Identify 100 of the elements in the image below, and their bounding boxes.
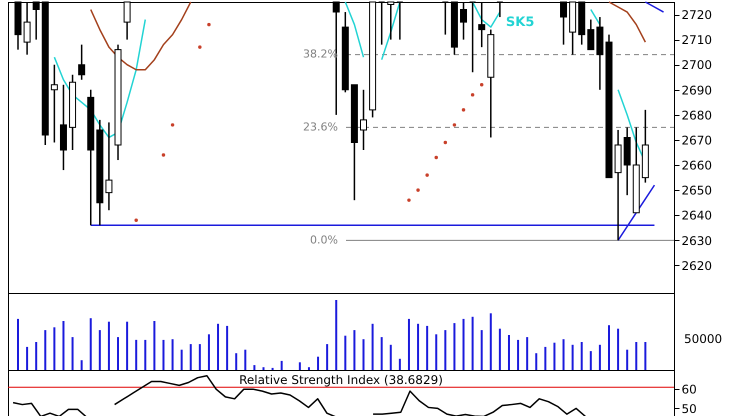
bar [553,342,556,370]
y-tick-label: 2680 [682,108,712,122]
bar [317,356,320,370]
bar [26,346,28,370]
bar [644,342,646,370]
y-tick-label: 2690 [682,83,712,98]
bar [453,323,456,370]
series-label: SK5 [506,15,534,30]
bar [98,330,101,370]
bar [490,313,492,370]
point [416,188,420,192]
point [452,123,456,127]
bar [362,339,365,370]
bar [172,339,174,370]
bar [44,330,46,370]
bar [280,360,283,370]
bar [372,324,374,370]
bar [472,316,474,370]
bar [435,334,438,370]
bar [72,337,74,370]
point [480,83,484,87]
y-tick-label: 2620 [682,258,712,273]
point [407,198,411,202]
bar [562,339,565,370]
bar [498,328,501,370]
bar [598,344,601,370]
bar [135,340,138,370]
bar [398,358,401,370]
point [162,153,166,157]
point [170,123,174,127]
bar [572,344,574,370]
y-tick-label: 2700 [682,58,712,72]
bar [480,330,483,370]
point [444,140,448,144]
candlestick [78,44,86,81]
y-tick-label: 2660 [682,158,712,173]
y-tick-label: 60 [682,382,697,397]
bar [353,330,356,370]
bar [262,367,264,370]
point [207,22,211,26]
bar [380,337,383,370]
text: 50000 [684,332,722,346]
point [462,108,466,112]
y-tick-label: 2650 [682,184,712,198]
point [470,93,474,97]
bar [426,326,428,370]
bar [344,336,346,370]
bar [535,353,538,370]
y-tick-label: 2630 [682,234,712,248]
bar [617,328,620,370]
candlestick [587,18,594,50]
bar [417,324,420,370]
bar [153,321,156,370]
bar [580,342,583,370]
bar [244,350,246,370]
bar [144,340,146,370]
bar [226,326,228,370]
annotation: 23.6% [303,120,338,134]
bar [526,337,528,370]
bar [235,353,238,370]
bar [635,342,638,370]
bar [253,365,256,370]
bar [326,344,328,370]
annotation: 0.0% [310,233,338,246]
bar [17,318,19,370]
candlestick [105,122,112,211]
bar [390,344,392,370]
bar [444,330,446,370]
bar [508,335,510,370]
bar [217,324,220,370]
chart-title: Relative Strength Index (38.6829) [239,373,443,387]
candlestick [360,89,368,151]
bar [190,344,192,370]
bar [198,344,201,370]
bar [626,350,628,370]
bar [53,327,56,370]
bar [208,334,210,370]
bar [335,300,338,370]
bar [90,318,92,370]
bar [544,346,546,370]
y-tick-label: 2670 [682,133,712,148]
bar [308,367,310,370]
bar [590,351,592,370]
y-tick-label: 2640 [682,208,712,223]
bar [608,325,610,370]
bar [80,360,83,370]
y-tick-label: 2710 [682,33,712,48]
y-tick-label: 50 [682,402,697,416]
candlestick [50,64,58,144]
bar [108,322,110,370]
y-tick-label: 2720 [682,8,712,22]
bar [517,340,520,370]
point [425,173,429,177]
point [134,218,138,222]
bar [180,350,183,370]
bar [462,318,465,370]
bar [35,342,38,370]
bar [298,362,301,370]
bar [162,340,164,370]
point [434,156,438,160]
